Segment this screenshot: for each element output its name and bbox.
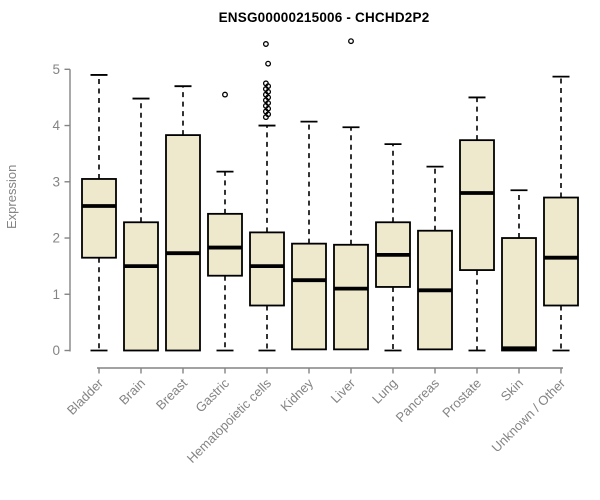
y-tick-label: 1 bbox=[52, 287, 60, 302]
box bbox=[501, 237, 537, 352]
box bbox=[165, 134, 201, 352]
box bbox=[249, 231, 285, 307]
outlier-point bbox=[348, 38, 354, 45]
box bbox=[333, 243, 369, 351]
outlier-point bbox=[262, 41, 269, 47]
box bbox=[123, 221, 159, 352]
x-tick-label: Unknown / Other bbox=[489, 375, 569, 455]
y-tick-label: 4 bbox=[52, 118, 60, 133]
box bbox=[543, 196, 579, 307]
y-tick-label: 3 bbox=[52, 174, 60, 189]
x-tick-label: Breast bbox=[153, 375, 190, 412]
box bbox=[291, 242, 327, 351]
outlier-point bbox=[265, 60, 272, 67]
y-tick-label: 0 bbox=[52, 343, 60, 358]
x-tick-label: Pancreas bbox=[393, 375, 443, 425]
chart-title: ENSG00000215006 - CHCHD2P2 bbox=[218, 10, 430, 25]
x-tick-label: Liver bbox=[328, 375, 359, 406]
x-tick-label: Brain bbox=[116, 376, 148, 408]
box bbox=[81, 178, 117, 259]
y-tick-label: 5 bbox=[52, 62, 60, 77]
outlier-point bbox=[222, 91, 228, 98]
box bbox=[207, 212, 243, 277]
x-tick-label: Bladder bbox=[64, 375, 107, 418]
x-tick-label: Kidney bbox=[277, 375, 316, 414]
x-tick-label: Skin bbox=[498, 376, 526, 404]
x-tick-label: Lung bbox=[369, 376, 400, 407]
y-tick-label: 2 bbox=[52, 231, 60, 246]
x-tick-label: Gastric bbox=[192, 375, 232, 415]
outlier-point bbox=[262, 114, 269, 121]
box bbox=[459, 139, 495, 271]
x-tick-label: Prostate bbox=[439, 376, 484, 421]
